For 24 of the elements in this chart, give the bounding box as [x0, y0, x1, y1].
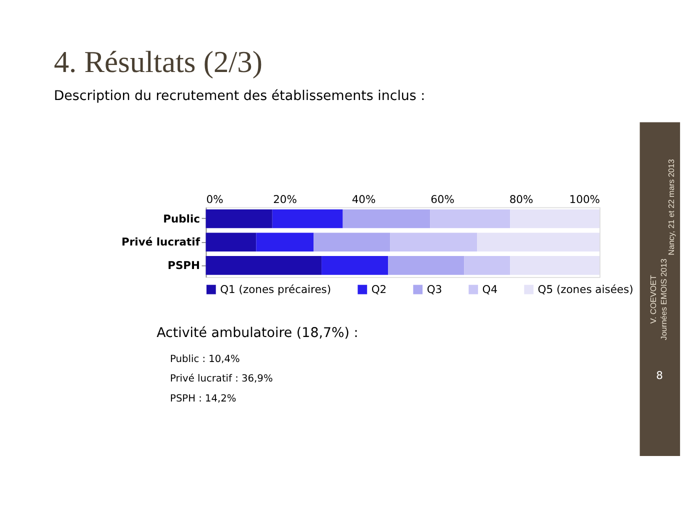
legend-label: Q5 (zones aisées) — [538, 283, 634, 296]
text: Public : 10,4% — [170, 354, 240, 366]
text: V. COEVOET — [648, 275, 658, 324]
x-tick-label: 20% — [273, 193, 297, 206]
text: 8 — [656, 369, 664, 382]
legend-label: Q1 (zones précaires) — [220, 283, 332, 296]
y-tick-label: Public — [163, 212, 200, 226]
text: Activité ambulatoire (18,7%) : — [156, 326, 358, 341]
legend-label: Q4 — [482, 283, 498, 296]
x-tick-label: 60% — [430, 193, 454, 206]
x-tick-label: 40% — [352, 193, 376, 206]
x-tick-label: 0% — [206, 193, 224, 206]
legend-label: Q3 — [426, 283, 442, 296]
chart-title: 4. Résultats (2/3) — [54, 45, 262, 80]
y-tick-label: PSPH — [168, 259, 200, 272]
text: Nancy, 21 et 22 mars 2013 — [666, 158, 676, 256]
chart-subtitle: Description du recrutement des établissements inclus : — [54, 88, 426, 104]
x-tick-label: 100% — [569, 193, 600, 206]
legend-label: Q2 — [371, 283, 387, 296]
x-tick-label: 80% — [509, 193, 534, 206]
y-tick-label: Privé lucratif — [122, 236, 200, 249]
text: PSPH : 14,2% — [170, 393, 236, 404]
text: Journées EMOIS 2013 — [660, 258, 669, 340]
text: Privé lucratif : 36,9% — [170, 374, 273, 385]
